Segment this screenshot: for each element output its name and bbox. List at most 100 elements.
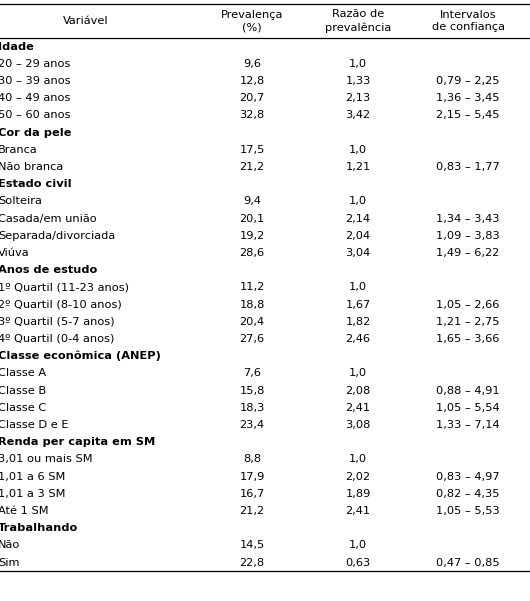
Text: 18,8: 18,8 xyxy=(240,300,264,310)
Text: Classe D e E: Classe D e E xyxy=(0,420,68,430)
Text: 0,79 – 2,25: 0,79 – 2,25 xyxy=(436,76,500,86)
Text: Branca: Branca xyxy=(0,145,38,155)
Text: Até 1 SM: Até 1 SM xyxy=(0,506,49,516)
Text: 1,34 – 3,43: 1,34 – 3,43 xyxy=(436,213,500,224)
Text: 1,33 – 7,14: 1,33 – 7,14 xyxy=(436,420,500,430)
Text: Separada/divorciada: Separada/divorciada xyxy=(0,231,115,241)
Text: 15,8: 15,8 xyxy=(240,386,264,395)
Text: 1,67: 1,67 xyxy=(346,300,370,310)
Text: 21,2: 21,2 xyxy=(240,162,264,172)
Text: 2,41: 2,41 xyxy=(346,403,370,413)
Text: 2,13: 2,13 xyxy=(346,93,370,103)
Text: Idade: Idade xyxy=(0,41,34,52)
Text: 2,15 – 5,45: 2,15 – 5,45 xyxy=(436,111,500,120)
Text: 1,05 – 5,53: 1,05 – 5,53 xyxy=(436,506,500,516)
Text: 50 – 60 anos: 50 – 60 anos xyxy=(0,111,70,120)
Text: Variável: Variável xyxy=(63,16,109,26)
Text: 3,01 ou mais SM: 3,01 ou mais SM xyxy=(0,454,93,465)
Text: 20,1: 20,1 xyxy=(240,213,264,224)
Text: 2º Quartil (8-10 anos): 2º Quartil (8-10 anos) xyxy=(0,300,122,310)
Text: 1,0: 1,0 xyxy=(349,145,367,155)
Text: 0,63: 0,63 xyxy=(346,558,370,567)
Text: Casada/em união: Casada/em união xyxy=(0,213,97,224)
Text: 32,8: 32,8 xyxy=(240,111,264,120)
Text: 1,0: 1,0 xyxy=(349,59,367,69)
Text: 1,0: 1,0 xyxy=(349,197,367,206)
Text: Razão de
prevalência: Razão de prevalência xyxy=(325,10,391,32)
Text: Classe C: Classe C xyxy=(0,403,46,413)
Text: 2,41: 2,41 xyxy=(346,506,370,516)
Text: Não branca: Não branca xyxy=(0,162,63,172)
Text: 1,21 – 2,75: 1,21 – 2,75 xyxy=(436,317,500,327)
Text: Viúva: Viúva xyxy=(0,248,30,258)
Text: 3,42: 3,42 xyxy=(346,111,370,120)
Text: 0,83 – 1,77: 0,83 – 1,77 xyxy=(436,162,500,172)
Text: 0,88 – 4,91: 0,88 – 4,91 xyxy=(436,386,500,395)
Text: Intervalos
de confiança: Intervalos de confiança xyxy=(431,10,505,32)
Text: 1,65 – 3,66: 1,65 – 3,66 xyxy=(436,334,500,344)
Text: Cor da pele: Cor da pele xyxy=(0,127,72,138)
Text: 7,6: 7,6 xyxy=(243,368,261,379)
Text: 18,3: 18,3 xyxy=(240,403,264,413)
Text: 1,01 a 3 SM: 1,01 a 3 SM xyxy=(0,489,66,499)
Text: 1,0: 1,0 xyxy=(349,540,367,551)
Text: 1,01 a 6 SM: 1,01 a 6 SM xyxy=(0,472,65,481)
Text: 20 – 29 anos: 20 – 29 anos xyxy=(0,59,70,69)
Text: Renda per capita em SM: Renda per capita em SM xyxy=(0,437,155,447)
Text: 4º Quartil (0-4 anos): 4º Quartil (0-4 anos) xyxy=(0,334,114,344)
Text: 28,6: 28,6 xyxy=(240,248,264,258)
Text: 1,09 – 3,83: 1,09 – 3,83 xyxy=(436,231,500,241)
Text: 0,82 – 4,35: 0,82 – 4,35 xyxy=(436,489,500,499)
Text: 17,9: 17,9 xyxy=(240,472,264,481)
Text: 0,47 – 0,85: 0,47 – 0,85 xyxy=(436,558,500,567)
Text: 22,8: 22,8 xyxy=(240,558,264,567)
Text: Não: Não xyxy=(0,540,20,551)
Text: 1,0: 1,0 xyxy=(349,368,367,379)
Text: 9,4: 9,4 xyxy=(243,197,261,206)
Text: 1,05 – 2,66: 1,05 – 2,66 xyxy=(436,300,500,310)
Text: 19,2: 19,2 xyxy=(240,231,264,241)
Text: Classe econômica (ANEP): Classe econômica (ANEP) xyxy=(0,351,161,361)
Text: 20,7: 20,7 xyxy=(240,93,264,103)
Text: 3º Quartil (5-7 anos): 3º Quartil (5-7 anos) xyxy=(0,317,114,327)
Text: 17,5: 17,5 xyxy=(240,145,264,155)
Text: 21,2: 21,2 xyxy=(240,506,264,516)
Text: 1,0: 1,0 xyxy=(349,454,367,465)
Text: 1,49 – 6,22: 1,49 – 6,22 xyxy=(436,248,500,258)
Text: 2,46: 2,46 xyxy=(346,334,370,344)
Text: 2,14: 2,14 xyxy=(346,213,370,224)
Text: 27,6: 27,6 xyxy=(240,334,264,344)
Text: 23,4: 23,4 xyxy=(240,420,264,430)
Text: 3,08: 3,08 xyxy=(346,420,370,430)
Text: 2,02: 2,02 xyxy=(346,472,370,481)
Text: 1,33: 1,33 xyxy=(346,76,370,86)
Text: Trabalhando: Trabalhando xyxy=(0,523,78,533)
Text: 8,8: 8,8 xyxy=(243,454,261,465)
Text: 2,04: 2,04 xyxy=(346,231,370,241)
Text: 11,2: 11,2 xyxy=(240,282,264,293)
Text: 1,82: 1,82 xyxy=(346,317,370,327)
Text: 1,0: 1,0 xyxy=(349,282,367,293)
Text: Anos de estudo: Anos de estudo xyxy=(0,265,97,275)
Text: 3,04: 3,04 xyxy=(346,248,370,258)
Text: 14,5: 14,5 xyxy=(240,540,264,551)
Text: 1º Quartil (11-23 anos): 1º Quartil (11-23 anos) xyxy=(0,282,129,293)
Text: Prevalença
(%): Prevalença (%) xyxy=(221,10,283,32)
Text: 1,05 – 5,54: 1,05 – 5,54 xyxy=(436,403,500,413)
Text: 1,21: 1,21 xyxy=(346,162,370,172)
Text: 1,89: 1,89 xyxy=(346,489,370,499)
Text: Classe B: Classe B xyxy=(0,386,46,395)
Text: 1,36 – 3,45: 1,36 – 3,45 xyxy=(436,93,500,103)
Text: Sim: Sim xyxy=(0,558,20,567)
Text: Classe A: Classe A xyxy=(0,368,46,379)
Text: 0,83 – 4,97: 0,83 – 4,97 xyxy=(436,472,500,481)
Text: Estado civil: Estado civil xyxy=(0,179,72,189)
Text: 30 – 39 anos: 30 – 39 anos xyxy=(0,76,70,86)
Text: 2,08: 2,08 xyxy=(346,386,370,395)
Text: 12,8: 12,8 xyxy=(240,76,264,86)
Text: 40 – 49 anos: 40 – 49 anos xyxy=(0,93,70,103)
Text: 9,6: 9,6 xyxy=(243,59,261,69)
Text: 16,7: 16,7 xyxy=(240,489,264,499)
Text: Solteira: Solteira xyxy=(0,197,42,206)
Text: 20,4: 20,4 xyxy=(240,317,264,327)
